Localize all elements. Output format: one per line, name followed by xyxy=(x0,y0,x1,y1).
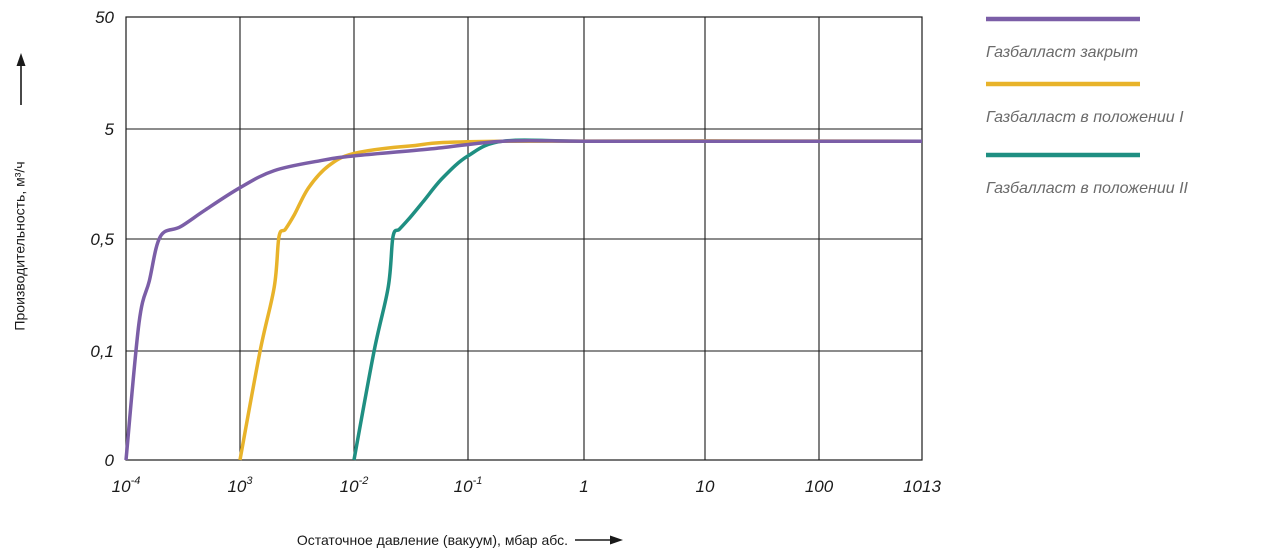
y-tick-labels: 0 0,1 0,5 5 50 xyxy=(90,8,114,470)
y-tick-label: 50 xyxy=(95,8,114,27)
x-axis-arrow-icon xyxy=(575,535,623,545)
y-tick-label: 5 xyxy=(105,120,115,139)
legend: Газбалласт закрыт Газбалласт в положении … xyxy=(986,16,1189,197)
chart-series xyxy=(124,138,923,461)
y-axis-arrow-icon xyxy=(16,53,26,105)
chart-grid xyxy=(125,16,923,461)
x-tick-label: 10-1 xyxy=(454,475,483,496)
x-tick-labels: 10-4 103 10-2 10-1 1 10 100 1013 xyxy=(112,475,942,496)
x-axis-label: Остаточное давление (вакуум), мбар абс. xyxy=(297,532,568,548)
x-tick-label: 100 xyxy=(805,477,834,496)
y-tick-label: 0 xyxy=(105,451,115,470)
y-tick-label: 0,5 xyxy=(90,230,114,249)
x-tick-label: 1 xyxy=(579,477,588,496)
x-tick-label: 10 xyxy=(696,477,715,496)
x-tick-label: 1013 xyxy=(903,477,941,496)
y-axis-label: Производительность, м³/ч xyxy=(12,161,28,330)
legend-label: Газбалласт в положении II xyxy=(986,180,1189,197)
x-tick-label: 103 xyxy=(227,475,253,496)
legend-label: Газбалласт закрыт xyxy=(986,44,1138,61)
series-line-1 xyxy=(238,139,923,461)
series-line-2 xyxy=(352,138,922,461)
x-tick-label: 10-2 xyxy=(340,475,369,496)
y-tick-label: 0,1 xyxy=(90,342,114,361)
series-line-0 xyxy=(124,138,922,461)
legend-label: Газбалласт в положении I xyxy=(986,109,1184,126)
x-tick-label: 10-4 xyxy=(112,475,141,496)
